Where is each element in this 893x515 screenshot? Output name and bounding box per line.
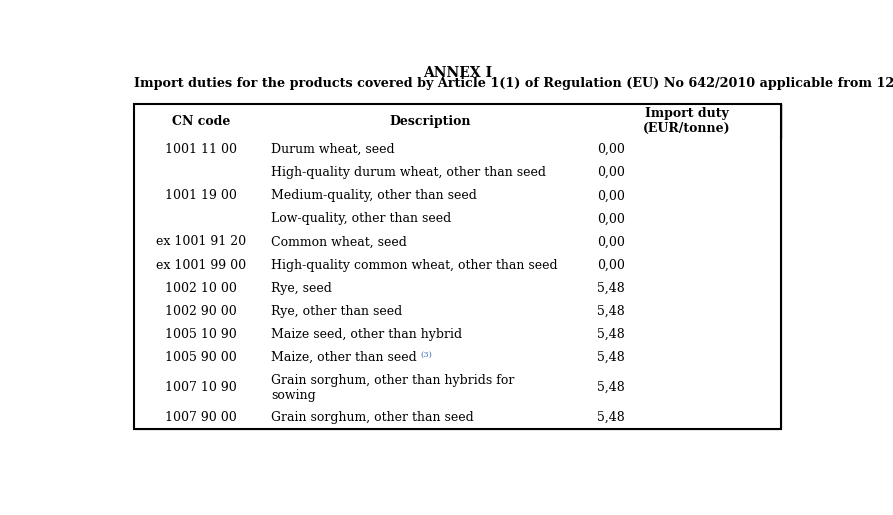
Text: Maize seed, other than hybrid: Maize seed, other than hybrid: [271, 328, 462, 341]
Bar: [135, 230, 267, 253]
Text: 1001 19 00: 1001 19 00: [165, 190, 237, 202]
Bar: [135, 369, 267, 406]
Bar: [267, 369, 594, 406]
Text: High-quality common wheat, other than seed: High-quality common wheat, other than se…: [271, 259, 557, 271]
Bar: [594, 346, 780, 369]
Text: ANNEX I: ANNEX I: [423, 65, 492, 80]
Bar: [267, 208, 594, 230]
Bar: [594, 161, 780, 184]
Text: Medium-quality, other than seed: Medium-quality, other than seed: [271, 190, 477, 202]
Text: Durum wheat, seed: Durum wheat, seed: [271, 143, 395, 156]
Bar: [594, 406, 780, 429]
Bar: [267, 138, 594, 161]
Bar: [267, 184, 594, 208]
Bar: [267, 161, 594, 184]
Bar: [267, 323, 594, 346]
Text: 5,48: 5,48: [597, 381, 625, 394]
Text: 1002 10 00: 1002 10 00: [165, 282, 237, 295]
Text: Rye, other than seed: Rye, other than seed: [271, 305, 402, 318]
Text: 5,48: 5,48: [597, 282, 625, 295]
Text: Description: Description: [389, 115, 471, 128]
Bar: [135, 346, 267, 369]
Text: (3): (3): [421, 350, 432, 358]
Text: 0,00: 0,00: [597, 259, 625, 271]
Bar: [594, 230, 780, 253]
Bar: [594, 208, 780, 230]
Text: 1001 11 00: 1001 11 00: [164, 143, 237, 156]
Bar: [594, 104, 780, 138]
Bar: [594, 277, 780, 300]
Text: Low-quality, other than seed: Low-quality, other than seed: [271, 212, 451, 226]
Text: Import duties for the products covered by Article 1(1) of Regulation (EU) No 642: Import duties for the products covered b…: [135, 77, 893, 90]
Bar: [594, 138, 780, 161]
Text: Rye, seed: Rye, seed: [271, 282, 331, 295]
Text: Grain sorghum, other than hybrids for
sowing: Grain sorghum, other than hybrids for so…: [271, 373, 514, 402]
Text: 0,00: 0,00: [597, 212, 625, 226]
Bar: [267, 300, 594, 323]
Bar: [267, 406, 594, 429]
Text: ex 1001 91 20: ex 1001 91 20: [155, 235, 246, 248]
Text: 1005 10 90: 1005 10 90: [165, 328, 237, 341]
Bar: [135, 277, 267, 300]
Bar: [135, 323, 267, 346]
Bar: [594, 253, 780, 277]
Text: Grain sorghum, other than seed: Grain sorghum, other than seed: [271, 411, 473, 424]
Bar: [594, 323, 780, 346]
Bar: [267, 277, 594, 300]
Bar: [267, 253, 594, 277]
Text: Common wheat, seed: Common wheat, seed: [271, 235, 406, 248]
Bar: [267, 346, 594, 369]
Text: CN code: CN code: [171, 115, 230, 128]
Bar: [267, 230, 594, 253]
Text: ex 1001 99 00: ex 1001 99 00: [155, 259, 246, 271]
Text: 5,48: 5,48: [597, 351, 625, 364]
Bar: [135, 406, 267, 429]
Text: 5,48: 5,48: [597, 411, 625, 424]
Bar: [135, 104, 267, 138]
Text: 5,48: 5,48: [597, 305, 625, 318]
Text: 5,48: 5,48: [597, 328, 625, 341]
Text: 0,00: 0,00: [597, 190, 625, 202]
Bar: [594, 300, 780, 323]
Text: 0,00: 0,00: [597, 143, 625, 156]
Bar: [135, 300, 267, 323]
Bar: [594, 184, 780, 208]
Text: 0,00: 0,00: [597, 166, 625, 179]
Text: 1007 10 90: 1007 10 90: [165, 381, 237, 394]
Text: Import duty
(EUR/tonne): Import duty (EUR/tonne): [643, 107, 731, 135]
Bar: [594, 369, 780, 406]
Bar: [135, 161, 267, 230]
Bar: [135, 253, 267, 277]
Text: High-quality durum wheat, other than seed: High-quality durum wheat, other than see…: [271, 166, 546, 179]
Text: 1007 90 00: 1007 90 00: [165, 411, 237, 424]
Bar: [135, 138, 267, 161]
Text: Maize, other than seed: Maize, other than seed: [271, 351, 421, 364]
Text: 0,00: 0,00: [597, 235, 625, 248]
Bar: [267, 104, 594, 138]
Text: 1002 90 00: 1002 90 00: [165, 305, 237, 318]
Text: 1005 90 00: 1005 90 00: [165, 351, 237, 364]
Bar: [135, 104, 780, 429]
